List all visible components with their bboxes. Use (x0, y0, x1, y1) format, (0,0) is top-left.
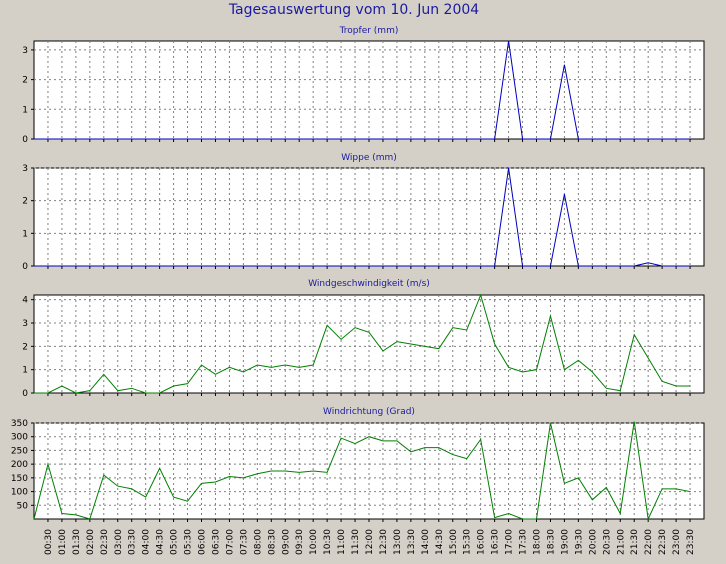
chart-panel-2: Wippe (mm) 0 1 2 3 (22, 153, 705, 272)
x-tick-label: 05:30 (184, 529, 194, 555)
plot-area (33, 167, 705, 267)
y-tick-label: 200 (11, 460, 28, 470)
plot-area (33, 294, 705, 394)
x-tick-label: 21:00 (616, 529, 626, 555)
x-tick-label: 17:30 (519, 529, 529, 555)
x-tick-label: 11:00 (337, 529, 347, 555)
x-tick-label: 23:00 (672, 529, 682, 555)
x-tick-label: 22:30 (658, 529, 668, 555)
x-tick-label: 18:30 (546, 529, 556, 555)
x-tick-label: 15:30 (463, 529, 473, 555)
x-tick-label: 19:00 (560, 529, 570, 555)
x-tick-label: 04:00 (142, 529, 152, 555)
x-tick-label: 22:00 (644, 529, 654, 555)
x-tick-label: 15:00 (449, 529, 459, 555)
x-tick-label: 07:30 (239, 529, 249, 555)
x-tick-label: 14:00 (421, 529, 431, 555)
panel-title: Windgeschwindigkeit (m/s) (308, 279, 430, 289)
x-tick-label: 14:30 (435, 529, 445, 555)
y-tick-label: 150 (11, 474, 28, 484)
x-tick-label: 13:30 (407, 529, 417, 555)
x-tick-label: 13:00 (393, 529, 403, 555)
y-tick-label: 3 (22, 319, 28, 329)
x-tick-label: 08:30 (267, 529, 277, 555)
x-tick-label: 02:00 (86, 529, 96, 555)
x-tick-label: 12:30 (379, 529, 389, 555)
series-line (34, 40, 691, 140)
panel-title: Wippe (mm) (341, 153, 397, 163)
series-line (34, 167, 691, 267)
series-line (33, 421, 691, 521)
y-tick-label: 1 (22, 366, 28, 376)
x-tick-label: 10:30 (323, 529, 333, 555)
y-tick-label: 0 (22, 135, 28, 145)
x-tick-label: 03:30 (128, 529, 138, 555)
chart-panel-3: Windgeschwindigkeit (m/s) 0 1 2 3 4 (22, 279, 705, 399)
y-tick-label: 4 (22, 296, 28, 306)
x-tick-label: 01:00 (58, 529, 68, 555)
y-tick-label: 2 (22, 76, 28, 86)
panel-title: Windrichtung (Grad) (323, 407, 415, 417)
y-tick-label: 3 (22, 164, 28, 174)
x-tick-label: 00:30 (44, 529, 54, 555)
y-tick-label: 2 (22, 197, 28, 207)
x-tick-label: 06:30 (211, 529, 221, 555)
x-tick-label: 05:00 (170, 529, 180, 555)
y-tick-label: 0 (22, 389, 28, 399)
x-tick-label: 03:00 (114, 529, 124, 555)
x-tick-label: 04:30 (156, 529, 166, 555)
y-tick-label: 2 (22, 342, 28, 352)
x-tick-label: 20:00 (588, 529, 598, 555)
x-tick-label: 11:30 (351, 529, 361, 555)
y-tick-label: 50 (17, 501, 29, 511)
panel-title: Tropfer (mm) (339, 26, 399, 36)
chart-panel-1: Tropfer (mm) 0 1 2 3 (22, 26, 705, 145)
x-tick-label: 16:00 (477, 529, 487, 555)
x-tick-label: 01:30 (72, 529, 82, 555)
x-tick-label: 09:30 (295, 529, 305, 555)
x-tick-label: 12:00 (365, 529, 375, 555)
x-tick-label: 16:30 (491, 529, 501, 555)
x-tick-label: 20:30 (602, 529, 612, 555)
series-line (34, 293, 691, 394)
y-tick-label: 350 (11, 419, 28, 429)
x-tick-label: 08:00 (253, 529, 263, 555)
y-tick-label: 3 (22, 46, 28, 56)
y-tick-label: 1 (22, 105, 28, 115)
x-tick-label: 09:00 (281, 529, 291, 555)
plot-area (33, 40, 705, 140)
y-tick-label: 250 (11, 446, 28, 456)
y-tick-label: 1 (22, 229, 28, 239)
x-tick-label: 10:00 (309, 529, 319, 555)
y-tick-label: 300 (11, 433, 28, 443)
x-tick-label: 17:00 (505, 529, 515, 555)
x-tick-label: 02:30 (100, 529, 110, 555)
x-tick-label: 07:00 (225, 529, 235, 555)
x-tick-label: 23:30 (686, 529, 696, 555)
y-tick-label: 0 (22, 262, 28, 272)
report-title: Tagesauswertung vom 10. Jun 2004 (228, 2, 479, 18)
y-tick-label: 100 (11, 488, 28, 498)
x-tick-label: 06:00 (198, 529, 208, 555)
x-tick-label: 18:00 (533, 529, 543, 555)
x-tick-label: 21:30 (630, 529, 640, 555)
x-tick-label: 19:30 (574, 529, 584, 555)
chart-panel-4: Windrichtung (Grad) 50 100 150 200 250 300 350 (11, 407, 705, 522)
